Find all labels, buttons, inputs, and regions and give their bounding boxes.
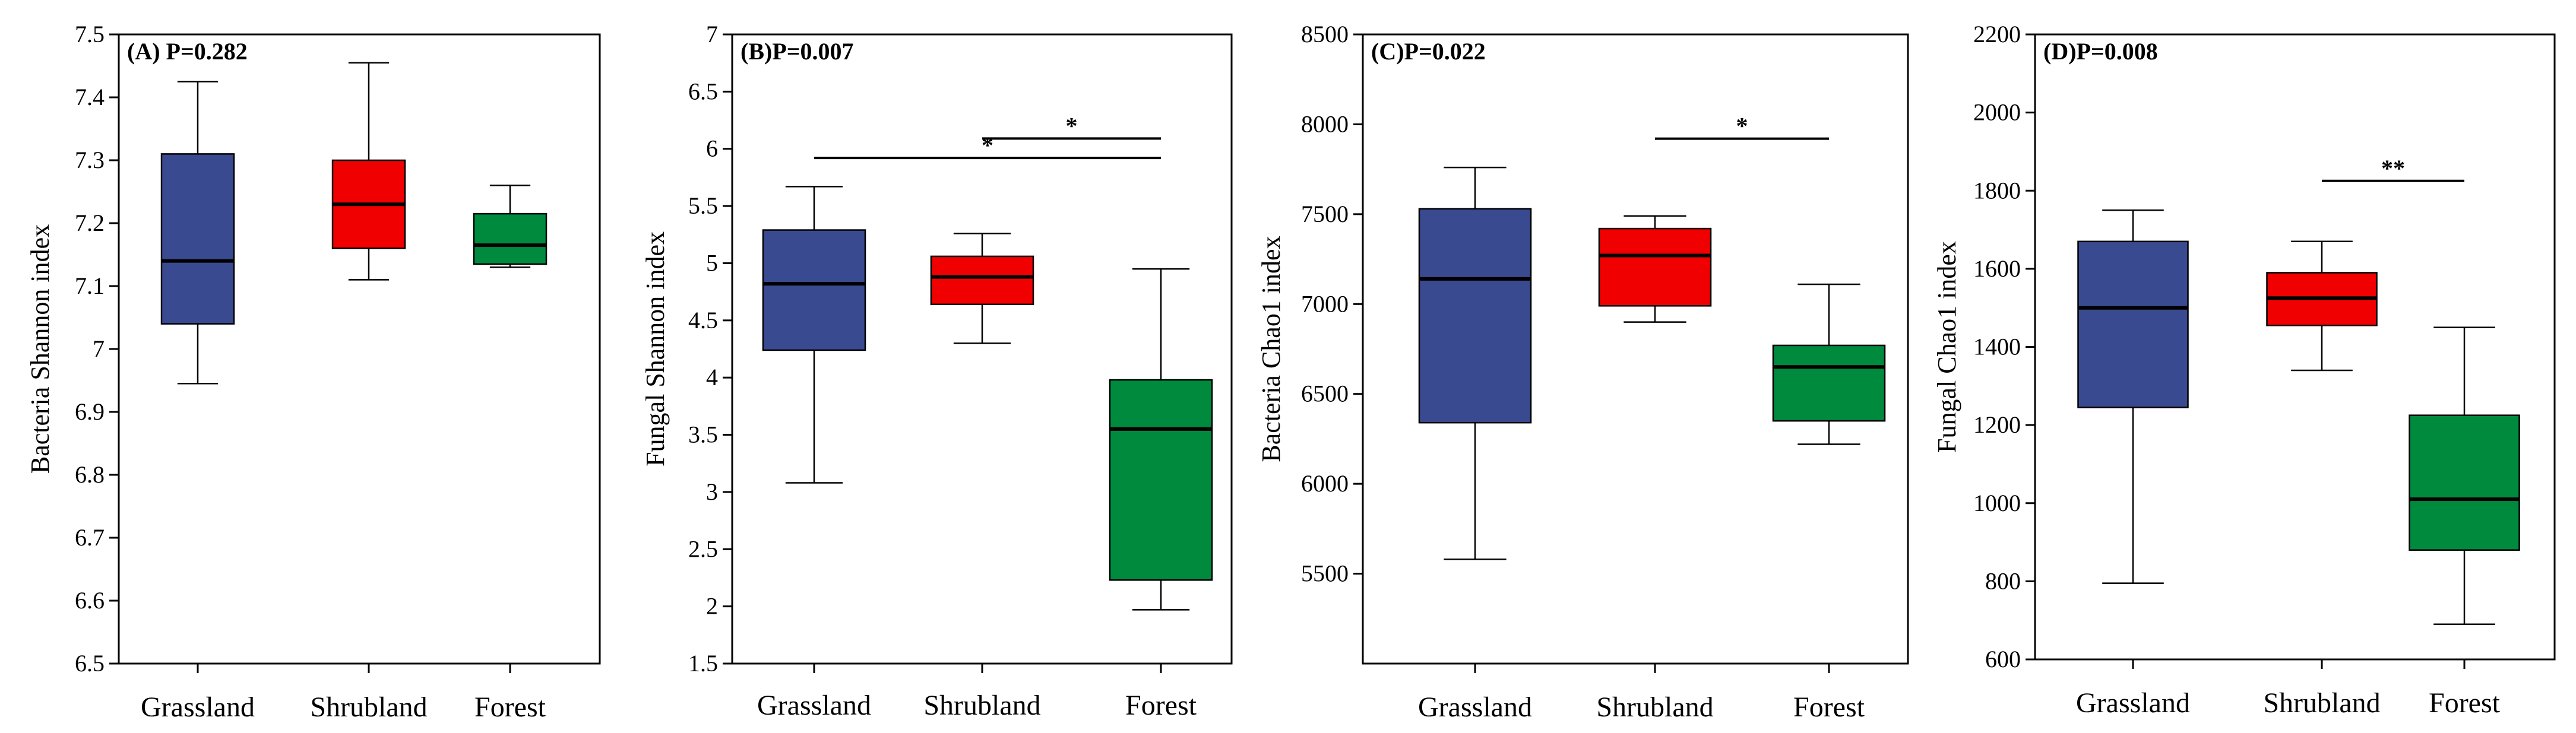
y-tick-label: 1.5 [688,650,718,677]
x-category-label: Forest [2429,687,2501,719]
y-tick-label: 6 [706,135,718,162]
box-forest [1772,283,1886,445]
box-shrubland [930,233,1034,344]
x-category-label: Shrubland [923,690,1040,721]
y-tick-label: 600 [1985,646,2021,672]
x-category-label: Shrubland [1596,691,1713,723]
y-axis-label: Fungal Shannon index [641,231,670,467]
significance-label: ** [2381,155,2405,182]
y-tick-label: 5 [706,249,718,276]
y-axis-label: Bacteria Shannon index [26,224,55,474]
y-tick-label: 2200 [1973,21,2021,47]
panel-c: 5500 6000 6500 7000 7500 8000 8500 Grassland Shr… [1257,21,1909,723]
panel-title: (B)P=0.007 [740,38,854,65]
box-forest [473,185,548,268]
box-shrubland [331,62,406,281]
x-category-label: Forest [1125,690,1197,721]
iqr-box [1598,227,1712,307]
y-tick-label: 800 [1985,567,2021,594]
y-tick-label: 4 [706,364,718,391]
y-axis-label: Fungal Chao1 index [1932,241,1961,453]
iqr-box [930,255,1034,306]
y-tick-label: 6.5 [75,650,105,677]
y-tick-label: 7 [93,335,105,362]
x-category-label: Grassland [1418,691,1532,723]
y-tick-label: 6.5 [688,78,718,104]
panel-b: 1.5 2 2.5 3 3.5 4 4.5 5 5.5 6 6.5 7 Grassland Shrubla… [641,21,1233,721]
box-grassland [2077,209,2189,584]
y-tick-label: 1600 [1973,255,2021,282]
iqr-box [2409,414,2520,551]
iqr-box [2077,240,2189,408]
plot-frame [1362,33,1909,665]
iqr-box [473,212,548,265]
box-forest [2409,326,2520,626]
y-tick-label: 6500 [1301,380,1349,407]
iqr-box [1109,379,1213,581]
significance-label: * [1066,112,1078,139]
y-tick-label: 7.3 [75,147,105,173]
panel-title: (A) P=0.282 [127,38,248,65]
y-tick-label: 2000 [1973,99,2021,126]
y-tick-label: 7.4 [75,84,105,110]
x-category-label: Grassland [757,690,871,721]
x-category-label: Forest [1793,691,1865,723]
iqr-box [1418,208,1532,424]
y-tick-label: 1000 [1973,490,2021,516]
y-tick-label: 5.5 [688,192,718,219]
y-tick-label: 6.8 [75,461,105,488]
y-tick-label: 6000 [1301,470,1349,497]
significance-label: * [982,132,993,158]
x-category-label: Shrubland [2263,687,2380,719]
y-tick-label: 1800 [1973,177,2021,204]
y-tick-label: 1200 [1973,411,2021,438]
y-tick-label: 8000 [1301,110,1349,137]
y-tick-label: 7.1 [75,272,105,299]
iqr-box [762,229,866,351]
box-shrubland [1598,215,1712,323]
y-tick-label: 2 [706,593,718,620]
panel-title: (C)P=0.022 [1371,38,1486,65]
box-grassland [762,186,866,484]
panel-title: (D)P=0.008 [2043,38,2158,65]
plot-frame [118,33,601,665]
box-shrubland [2266,240,2378,372]
y-tick-label: 6.9 [75,398,105,425]
y-tick-label: 7 [706,21,718,47]
y-tick-label: 5500 [1301,560,1349,587]
box-forest [1109,268,1213,611]
box-grassland [1418,166,1532,560]
y-tick-label: 2.5 [688,535,718,562]
x-category-label: Grassland [2076,687,2190,719]
y-tick-label: 7000 [1301,290,1349,317]
y-tick-label: 3.5 [688,421,718,448]
iqr-box [160,153,235,325]
y-tick-label: 6.7 [75,524,105,551]
y-tick-label: 3 [706,478,718,505]
x-category-label: Shrubland [310,691,427,723]
y-tick-label: 4.5 [688,307,718,334]
y-tick-label: 7.2 [75,210,105,236]
y-tick-label: 6.6 [75,587,105,614]
panel-d: 600 800 1000 1200 1400 1600 1800 2000 2200 Grassl… [1932,21,2556,719]
x-category-label: Grassland [141,691,255,723]
x-category-label: Forest [474,691,546,723]
box-grassland [160,81,235,385]
y-tick-label: 1400 [1973,334,2021,360]
panel-a: 6.5 6.6 6.7 6.8 6.9 7 7.1 7.2 7.3 7.4 7.5 Grassland… [26,21,601,723]
y-axis-label: Bacteria Chao1 index [1257,236,1286,462]
y-tick-label: 8500 [1301,21,1349,47]
iqr-box [1772,344,1886,422]
y-tick-label: 7.5 [75,21,105,47]
significance-label: * [1736,113,1748,139]
y-tick-label: 7500 [1301,201,1349,227]
